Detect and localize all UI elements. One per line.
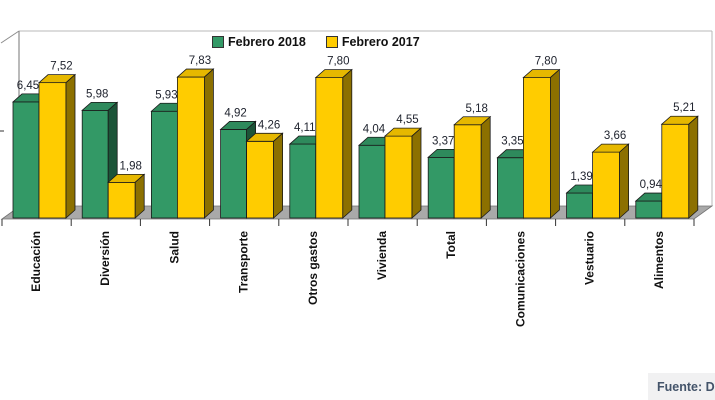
value-label-febrero-2018-transporte: 4,92 [224,107,246,119]
value-label-febrero-2017-diversión: 1,98 [120,160,142,172]
bar-febrero-2017-total-side [480,115,491,219]
value-label-febrero-2018-vivienda: 4,04 [363,123,386,135]
value-label-febrero-2018-total: 3,37 [432,135,454,147]
bar-febrero-2018-comunicaciones-front [496,157,524,219]
source-note: Fuente: D [648,373,715,400]
bar-febrero-2017-otros-gastos-side [342,68,353,219]
bar-febrero-2017-otros-gastos-front [315,77,344,219]
value-label-febrero-2018-comunicaciones: 3,35 [501,136,523,148]
bar-febrero-2018-otros-gastos-front [289,143,317,219]
bar-febrero-2017-diversión-side [134,173,145,219]
bar-febrero-2017-salud-side [203,68,214,219]
bar-febrero-2017-educación-front [38,82,67,219]
bar-febrero-2017-total-front [453,124,482,219]
category-label-vestuario: Vestuario [583,231,597,285]
chart-legend: Febrero 2018 Febrero 2017 [212,35,420,49]
value-label-febrero-2017-vestuario: 3,66 [604,130,626,142]
bar-febrero-2018-educación-front [12,101,40,219]
bar-febrero-2017-vivienda-side [411,127,422,219]
value-label-febrero-2018-educación: 6,45 [17,80,39,92]
category-label-diversión: Diversión [98,231,112,286]
bar-febrero-2018-diversión-front [81,109,109,219]
value-label-febrero-2017-otros-gastos: 7,80 [327,56,349,68]
bar-febrero-2018-alimentos-front [635,200,663,219]
value-label-febrero-2017-transporte: 4,26 [258,119,280,131]
category-label-educación: Educación [29,231,43,292]
bar-febrero-2018-vestuario-front [566,192,593,219]
legend-label: Febrero 2017 [341,35,420,49]
category-label-alimentos: Alimentos [652,231,666,289]
category-label-salud: Salud [167,231,181,264]
bar-febrero-2017-vivienda-front [384,135,413,219]
bar-febrero-2017-salud-front [176,76,205,219]
bar-febrero-2017-alimentos-side [688,115,699,219]
bar-febrero-2017-comunicaciones-front [523,77,551,219]
value-label-febrero-2017-alimentos: 5,21 [673,102,695,114]
bar-febrero-2017-educación-side [65,73,76,219]
value-label-febrero-2018-diversión: 5,98 [86,88,108,100]
bar-febrero-2018-total-front [427,156,455,219]
value-label-febrero-2017-vivienda: 4,55 [396,114,418,126]
value-label-febrero-2017-salud: 7,83 [189,55,211,67]
bar-febrero-2017-comunicaciones-side [550,68,560,219]
bar-febrero-2017-vestuario-front [592,151,620,219]
value-label-febrero-2017-total: 5,18 [466,103,488,115]
category-label-transporte: Transporte [237,231,251,293]
bar-febrero-2017-diversión-front [107,181,136,219]
value-label-febrero-2018-otros-gastos: 4,11 [294,122,316,134]
bar-febrero-2018-vivienda-front [358,144,386,219]
legend-swatch-yellow [325,36,338,48]
category-label-otros-gastos: Otros gastos [306,231,320,305]
value-label-febrero-2017-comunicaciones: 7,80 [535,56,557,68]
bar-febrero-2017-transporte-side [273,132,284,219]
bar-febrero-2017-alimentos-front [661,123,690,219]
value-label-febrero-2018-alimentos: 0,94 [640,179,663,191]
value-label-febrero-2017-educación: 7,52 [50,61,72,73]
legend-label: Febrero 2018 [228,35,306,49]
legend-swatch-green [212,36,224,48]
category-label-comunicaciones: Comunicaciones [513,231,527,327]
bar-febrero-2017-vestuario-side [619,143,629,219]
bar-febrero-2018-salud-front [150,110,178,219]
legend-item-febrero-2018: Febrero 2018 [212,35,306,49]
category-label-total: Total [444,231,458,259]
bar-febrero-2017-transporte-front [246,140,275,219]
bar-febrero-2018-transporte-front [220,129,248,219]
category-label-vivienda: Vivienda [375,231,389,280]
legend-item-febrero-2017: Febrero 2017 [325,35,420,49]
value-label-febrero-2018-salud: 5,93 [155,89,177,101]
value-label-febrero-2018-vestuario: 1,39 [570,171,592,183]
wall-top-left-edge [0,30,20,44]
